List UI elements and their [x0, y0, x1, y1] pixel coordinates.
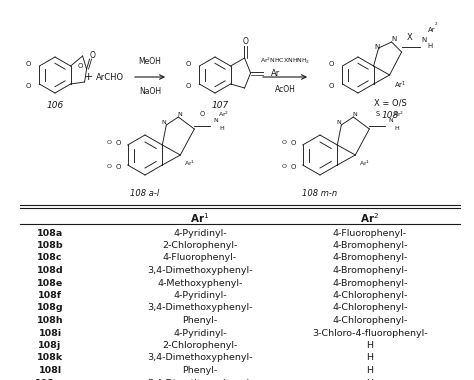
Text: Phenyl-: Phenyl-	[182, 316, 218, 325]
Text: O: O	[78, 62, 83, 68]
Text: 108c: 108c	[37, 253, 63, 263]
Text: O: O	[329, 83, 335, 89]
Text: 4-Pyridinyl-: 4-Pyridinyl-	[173, 291, 227, 300]
Text: H: H	[366, 366, 374, 375]
Text: 2-Chlorophenyl-: 2-Chlorophenyl-	[162, 241, 237, 250]
Text: O: O	[107, 141, 112, 146]
Text: 108 m-n: 108 m-n	[302, 188, 337, 198]
Text: O: O	[26, 83, 31, 89]
Text: O: O	[290, 140, 296, 146]
Text: 107: 107	[211, 100, 228, 109]
Text: H: H	[366, 378, 374, 380]
Text: O: O	[186, 83, 191, 89]
Text: ArCHO: ArCHO	[96, 73, 124, 81]
Text: O: O	[115, 164, 121, 170]
Text: X: X	[407, 33, 412, 43]
Text: 3,4-Dimethoxyphenyl-: 3,4-Dimethoxyphenyl-	[147, 304, 253, 312]
Text: Ar: Ar	[271, 70, 280, 79]
Text: 108a: 108a	[37, 228, 63, 238]
Text: N: N	[421, 37, 427, 43]
Text: Phenyl-: Phenyl-	[182, 366, 218, 375]
Text: 2-Chlorophenyl-: 2-Chlorophenyl-	[162, 341, 237, 350]
Text: N: N	[388, 119, 393, 124]
Text: NaOH: NaOH	[139, 87, 161, 95]
Text: O: O	[329, 61, 335, 67]
Text: 3-Chloro-4-fluorophenyl-: 3-Chloro-4-fluorophenyl-	[312, 328, 428, 337]
Text: 3,4-Dimethoxyphenyl-: 3,4-Dimethoxyphenyl-	[147, 378, 253, 380]
Text: 4-Pyridinyl-: 4-Pyridinyl-	[173, 228, 227, 238]
Text: 3,4-Dimethoxyphenyl-: 3,4-Dimethoxyphenyl-	[147, 353, 253, 363]
Text: O: O	[107, 165, 112, 169]
Text: 108m: 108m	[35, 378, 65, 380]
Text: 108j: 108j	[38, 341, 62, 350]
Text: Ar$^2$NHCXNHNH$_2$: Ar$^2$NHCXNHNH$_2$	[260, 56, 310, 66]
Text: H: H	[219, 127, 224, 131]
Text: 4-Chlorophenyl-: 4-Chlorophenyl-	[332, 291, 408, 300]
Text: Ar: Ar	[428, 27, 435, 33]
Text: 108 a-l: 108 a-l	[130, 188, 160, 198]
Text: Ar$^1$: Ar$^1$	[184, 158, 196, 168]
Text: O: O	[282, 165, 287, 169]
Text: O: O	[26, 61, 31, 67]
Text: Ar$^2$: Ar$^2$	[393, 109, 405, 119]
Text: 108d: 108d	[36, 266, 64, 275]
Text: 108e: 108e	[37, 279, 63, 288]
Text: N: N	[352, 111, 357, 117]
Text: Ar$^1$: Ar$^1$	[393, 79, 406, 91]
Text: O: O	[90, 52, 96, 60]
Text: 4-Methoxyphenyl-: 4-Methoxyphenyl-	[157, 279, 243, 288]
Text: 4-Bromophenyl-: 4-Bromophenyl-	[332, 266, 408, 275]
Text: 4-Bromophenyl-: 4-Bromophenyl-	[332, 279, 408, 288]
Text: 108g: 108g	[36, 304, 64, 312]
Text: H: H	[366, 341, 374, 350]
Text: 108: 108	[382, 111, 399, 119]
Text: O: O	[115, 140, 121, 146]
Text: 4-Chlorophenyl-: 4-Chlorophenyl-	[332, 304, 408, 312]
Text: N: N	[161, 120, 166, 125]
Text: N: N	[213, 119, 218, 124]
Text: O: O	[243, 36, 248, 46]
Text: 108h: 108h	[36, 316, 64, 325]
Text: 108l: 108l	[38, 366, 62, 375]
Text: 4-Fluorophenyl-: 4-Fluorophenyl-	[333, 228, 407, 238]
Text: H: H	[366, 353, 374, 363]
Text: X = O/S: X = O/S	[374, 98, 406, 108]
Text: 106: 106	[46, 100, 64, 109]
Text: Ar$^2$: Ar$^2$	[219, 109, 229, 119]
Text: S: S	[375, 111, 379, 117]
Text: MeOH: MeOH	[138, 57, 162, 66]
Text: N: N	[391, 36, 396, 42]
Text: 108i: 108i	[38, 328, 62, 337]
Text: N: N	[374, 44, 379, 50]
Text: Ar$^1$: Ar$^1$	[191, 211, 210, 225]
Text: 4-Bromophenyl-: 4-Bromophenyl-	[332, 253, 408, 263]
Text: 108b: 108b	[36, 241, 64, 250]
Text: 4-Fluorophenyl-: 4-Fluorophenyl-	[163, 253, 237, 263]
Text: N: N	[336, 120, 341, 125]
Text: N: N	[177, 111, 182, 117]
Text: O: O	[200, 111, 205, 117]
Text: 108k: 108k	[37, 353, 63, 363]
Text: Ar$^1$: Ar$^1$	[359, 158, 371, 168]
Text: 108f: 108f	[38, 291, 62, 300]
Text: O: O	[282, 141, 287, 146]
Text: 4-Bromophenyl-: 4-Bromophenyl-	[332, 241, 408, 250]
Text: 3,4-Dimethoxyphenyl-: 3,4-Dimethoxyphenyl-	[147, 266, 253, 275]
Text: 4-Pyridinyl-: 4-Pyridinyl-	[173, 328, 227, 337]
Text: Ar$^2$: Ar$^2$	[360, 211, 380, 225]
Text: AcOH: AcOH	[274, 86, 295, 95]
Text: +: +	[83, 72, 93, 82]
Text: 4-Chlorophenyl-: 4-Chlorophenyl-	[332, 316, 408, 325]
Text: H: H	[428, 43, 433, 49]
Text: H: H	[394, 127, 399, 131]
Text: O: O	[290, 164, 296, 170]
Text: $^2$: $^2$	[434, 21, 438, 27]
Text: O: O	[186, 61, 191, 67]
